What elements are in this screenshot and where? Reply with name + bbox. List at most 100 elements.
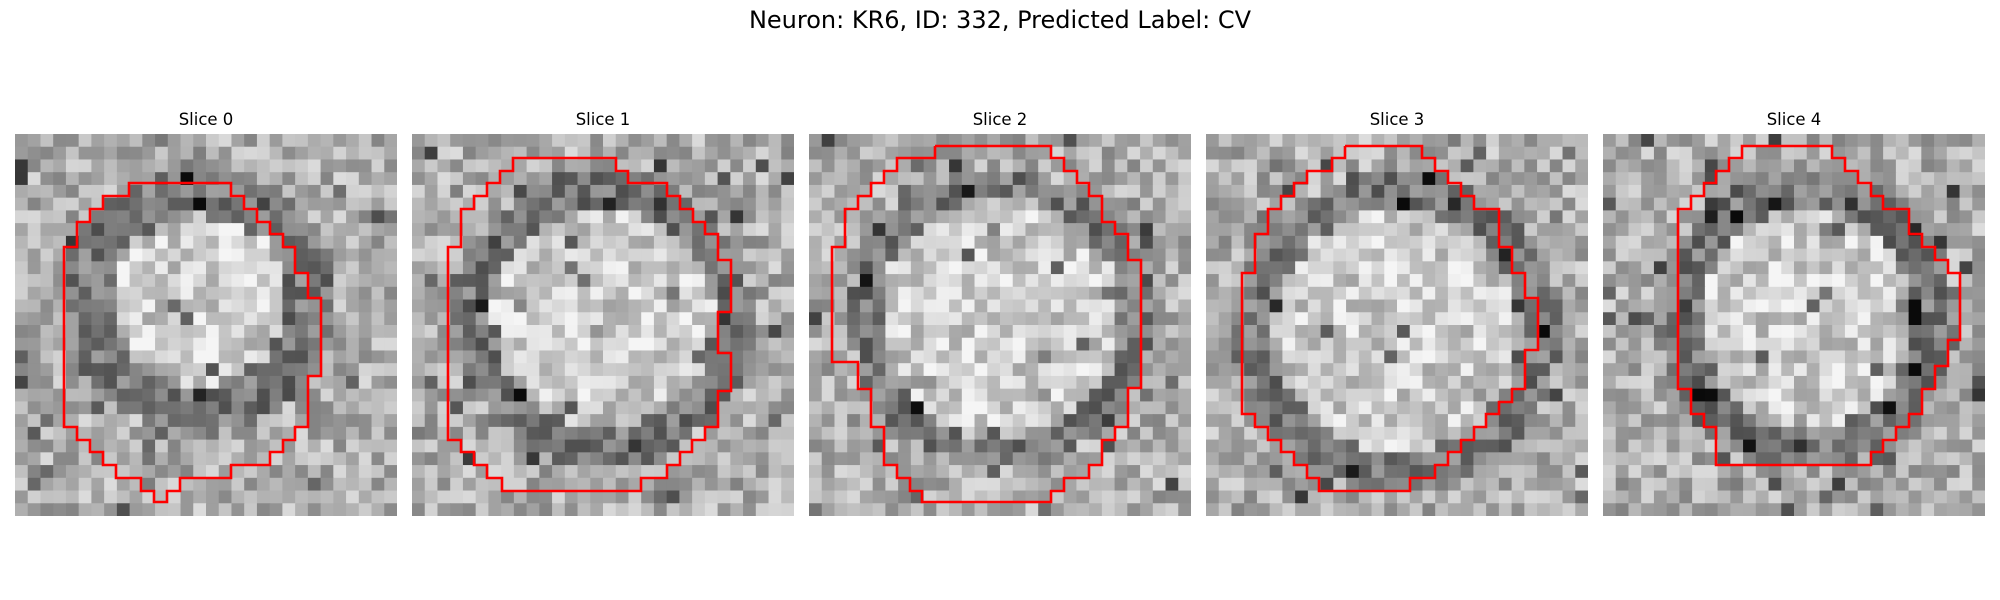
image-pixel: [282, 223, 296, 237]
image-pixel: [1641, 235, 1655, 250]
image-pixel: [1934, 325, 1948, 339]
image-pixel: [1050, 312, 1065, 326]
image-pixel: [641, 210, 655, 224]
image-pixel: [65, 363, 80, 377]
image-pixel: [1000, 401, 1014, 415]
image-pixel: [755, 172, 770, 186]
image-pixel: [1333, 375, 1347, 390]
image-pixel: [1781, 388, 1795, 402]
image-pixel: [1269, 197, 1283, 211]
image-pixel: [1537, 159, 1551, 173]
image-pixel: [1244, 184, 1258, 199]
image-pixel: [65, 172, 80, 186]
image-pixel: [1486, 134, 1500, 148]
image-pixel: [847, 350, 861, 364]
image-pixel: [167, 235, 182, 250]
image-pixel: [1959, 184, 1973, 199]
image-pixel: [717, 325, 731, 339]
image-pixel: [116, 325, 131, 339]
image-pixel: [1384, 388, 1398, 402]
image-pixel: [1717, 465, 1731, 479]
image-pixel: [1140, 439, 1154, 453]
image-pixel: [91, 388, 105, 402]
image-pixel: [1575, 388, 1588, 402]
image-pixel: [603, 299, 617, 313]
image-pixel: [1794, 134, 1808, 148]
image-pixel: [1562, 325, 1576, 339]
image-pixel: [768, 465, 782, 479]
image-pixel: [1114, 312, 1128, 326]
image-pixel: [1895, 223, 1910, 237]
image-pixel: [872, 503, 886, 516]
image-pixel: [923, 248, 937, 262]
image-pixel: [206, 197, 220, 211]
image-pixel: [1628, 414, 1642, 428]
image-pixel: [577, 312, 591, 326]
image-pixel: [1486, 299, 1500, 313]
image-pixel: [1371, 477, 1385, 492]
image-pixel: [704, 210, 719, 224]
image-pixel: [1320, 197, 1334, 211]
image-pixel: [1615, 312, 1630, 326]
image-pixel: [155, 159, 169, 173]
image-pixel: [450, 172, 464, 186]
image-pixel: [628, 490, 642, 504]
image-pixel: [1653, 184, 1668, 199]
image-pixel: [1486, 210, 1500, 224]
image-pixel: [949, 375, 963, 390]
image-pixel: [1358, 235, 1373, 250]
image-pixel: [987, 286, 1001, 301]
image-pixel: [1384, 426, 1398, 441]
image-pixel: [641, 439, 655, 453]
image-pixel: [167, 197, 182, 211]
image-pixel: [1615, 401, 1630, 415]
image-pixel: [923, 375, 937, 390]
image-pixel: [488, 184, 502, 199]
image-pixel: [1549, 210, 1564, 224]
image-pixel: [256, 439, 271, 453]
image-pixel: [475, 261, 489, 275]
image-pixel: [104, 274, 118, 288]
image-pixel: [1498, 503, 1513, 516]
image-pixel: [78, 439, 92, 453]
image-pixel: [15, 299, 29, 313]
image-pixel: [142, 134, 156, 148]
image-pixel: [180, 401, 194, 415]
image-pixel: [295, 439, 309, 453]
image-pixel: [1333, 134, 1347, 148]
image-pixel: [269, 299, 283, 313]
image-pixel: [1870, 172, 1884, 186]
image-pixel: [1165, 248, 1179, 262]
image-pixel: [358, 375, 373, 390]
image-pixel: [1628, 375, 1642, 390]
image-pixel: [91, 146, 105, 161]
image-pixel: [755, 426, 770, 441]
image-pixel: [1256, 159, 1271, 173]
image-pixel: [167, 223, 182, 237]
image-pixel: [1781, 414, 1795, 428]
image-pixel: [653, 337, 668, 352]
image-pixel: [1768, 401, 1782, 415]
image-pixel: [1473, 172, 1487, 186]
image-pixel: [577, 439, 591, 453]
image-pixel: [1704, 337, 1719, 352]
image-pixel: [244, 363, 258, 377]
image-pixel: [450, 401, 464, 415]
image-pixel: [1114, 350, 1128, 364]
image-pixel: [180, 375, 194, 390]
image-pixel: [717, 159, 731, 173]
image-pixel: [1282, 312, 1296, 326]
image-pixel: [666, 248, 680, 262]
image-pixel: [1692, 274, 1706, 288]
image-pixel: [1537, 172, 1551, 186]
image-pixel: [834, 197, 848, 211]
image-pixel: [539, 414, 553, 428]
image-pixel: [1692, 134, 1706, 148]
image-pixel: [193, 363, 207, 377]
image-pixel: [1050, 261, 1065, 275]
image-pixel: [1692, 146, 1706, 161]
image-pixel: [116, 286, 131, 301]
image-pixel: [256, 388, 271, 402]
image-pixel: [743, 325, 757, 339]
image-pixel: [1768, 134, 1782, 148]
